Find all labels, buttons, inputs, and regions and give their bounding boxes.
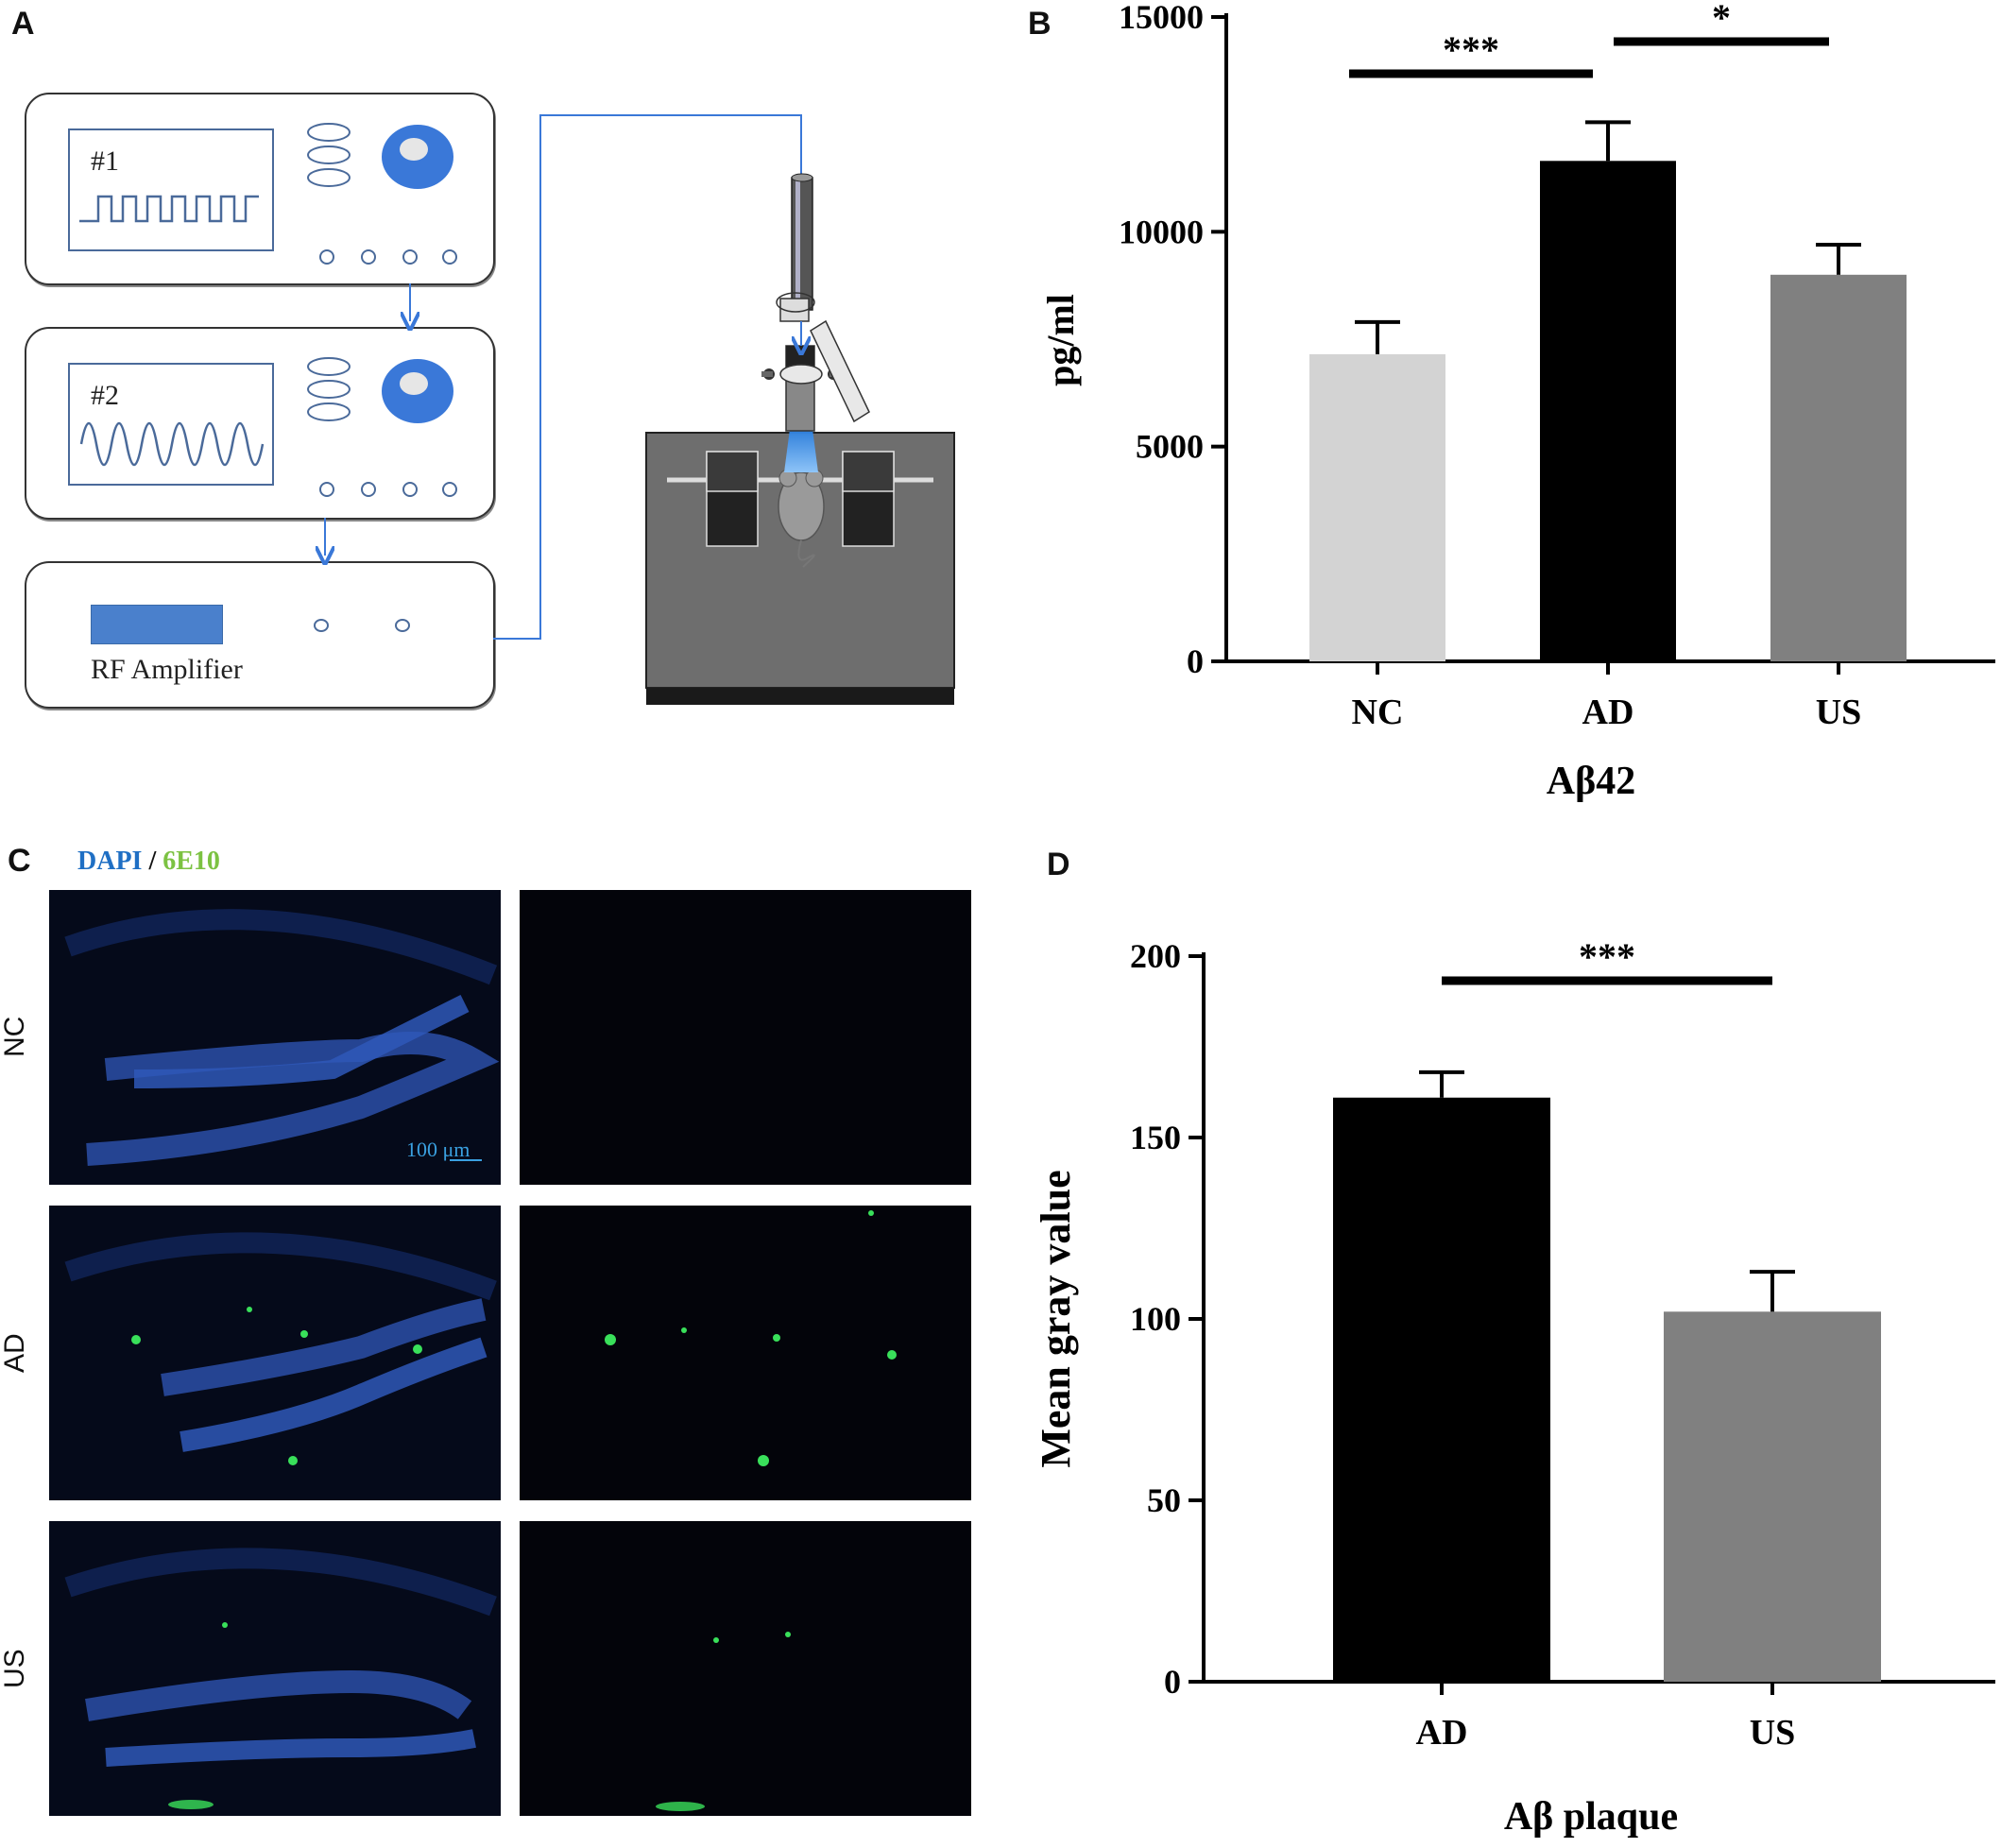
row-label-us: US	[0, 1649, 30, 1688]
y-tick-label: 50	[1147, 1481, 1181, 1519]
amplifier-ports	[314, 619, 410, 632]
x-axis-label: Aβ42	[1547, 760, 1635, 803]
bar-us	[1770, 274, 1907, 661]
rf-amplifier: RF Amplifier	[25, 561, 495, 709]
y-axis-label: Mean gray value	[1033, 1170, 1079, 1467]
micrograph-us-dapi	[49, 1521, 501, 1816]
generator-1-knobs	[307, 123, 457, 265]
transducer-rod	[791, 177, 813, 311]
x-tick-label: AD	[1416, 1713, 1468, 1753]
panel-a-letter: A	[11, 6, 35, 42]
panel-b-letter: B	[1028, 6, 1052, 42]
amplifier-label: RF Amplifier	[91, 654, 243, 685]
x-tick-label: US	[1750, 1713, 1796, 1753]
generator-2-knobs	[307, 357, 457, 497]
x-tick-label: US	[1816, 693, 1862, 732]
micrograph-nc-dapi: 100 μm	[49, 890, 501, 1185]
micrograph-us-6e10	[520, 1521, 971, 1816]
y-tick-label: 0	[1164, 1663, 1181, 1701]
significance-label: ***	[1579, 935, 1635, 978]
y-tick-label: 100	[1130, 1300, 1181, 1338]
y-tick-label: 150	[1130, 1119, 1181, 1156]
y-tick-label: 15000	[1119, 0, 1204, 36]
sine-wave-icon	[79, 422, 265, 466]
x-tick-label: AD	[1582, 693, 1634, 732]
frame-base	[646, 688, 954, 705]
square-wave-icon	[79, 195, 259, 223]
signal-generator-2: #2	[25, 327, 495, 520]
stain-separator: /	[148, 847, 157, 876]
generator-2-screen: #2	[68, 363, 274, 486]
bar-ad	[1540, 161, 1676, 661]
holder-arm	[810, 319, 870, 423]
chart-d-abeta-plaque: 0 50 100 150 200 AD US *** Mean gray value Aβ pla…	[1033, 935, 1995, 1839]
generator-1-screen: #1	[68, 128, 274, 251]
generator-2-label: #2	[91, 380, 119, 411]
significance-label: ***	[1443, 28, 1499, 71]
y-tick-label: 10000	[1119, 213, 1204, 250]
micrograph-ad-6e10	[520, 1206, 971, 1500]
row-label-nc: NC	[0, 1016, 30, 1057]
ultrasound-beam	[784, 429, 818, 472]
y-tick-label: 0	[1187, 642, 1204, 680]
6e10-label: 6E10	[162, 847, 220, 876]
panel-d-letter: D	[1047, 847, 1070, 882]
scale-bar-label: 100 μm	[406, 1138, 470, 1161]
micrograph-ad-dapi	[49, 1206, 501, 1500]
row-label-ad: AD	[0, 1333, 30, 1373]
y-tick-label: 5000	[1136, 428, 1204, 466]
setup-diagram	[0, 114, 955, 705]
panel-c-letter: C	[8, 843, 31, 879]
micrograph-nc-6e10	[520, 890, 971, 1185]
amplifier-bar	[91, 605, 223, 644]
generator-1-label: #1	[91, 145, 119, 177]
x-tick-label: NC	[1352, 693, 1404, 732]
signal-generator-1: #1	[25, 93, 495, 285]
stain-legend: DAPI / 6E10	[77, 847, 220, 877]
bar-nc	[1309, 353, 1445, 661]
dapi-label: DAPI	[77, 847, 143, 876]
y-tick-label: 200	[1130, 937, 1181, 975]
x-axis-label: Aβ plaque	[1504, 1795, 1678, 1839]
bar-ad	[1333, 1097, 1550, 1682]
significance-label: *	[1712, 0, 1731, 39]
bar-us	[1664, 1311, 1881, 1682]
y-axis-label: pg/ml	[1039, 294, 1082, 386]
